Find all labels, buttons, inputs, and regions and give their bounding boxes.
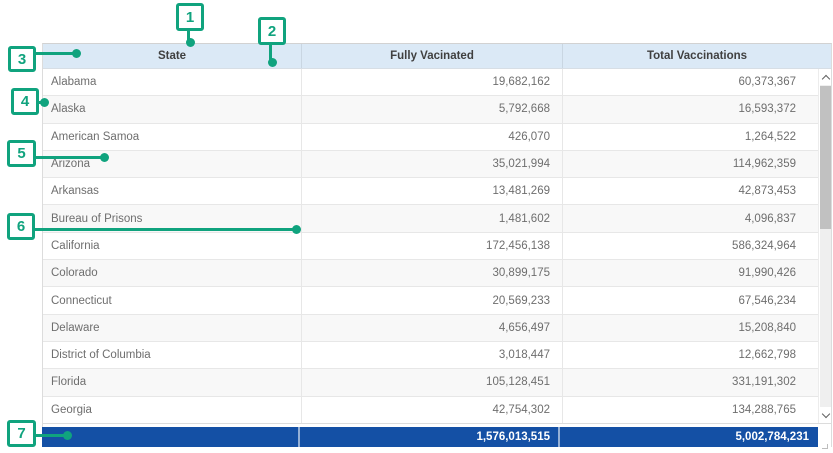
total-vaccinations-cell: 12,662,798 [738, 349, 796, 362]
vertical-scrollbar[interactable] [818, 69, 831, 423]
table-row[interactable]: Colorado 30,899,175 91,990,426 [43, 260, 831, 288]
column-header-fully-vaccinated[interactable]: Fully Vacinated [302, 44, 563, 68]
callout-6-dot [292, 225, 301, 234]
fully-vaccinated-cell: 42,754,302 [302, 396, 563, 423]
fully-vaccinated-cell: 5,792,668 [302, 96, 563, 123]
state-cell: Arizona [43, 150, 302, 178]
chevron-up-icon [821, 74, 830, 83]
summary-total-row: 1,576,013,515 5,002,784,231 [42, 427, 818, 447]
table-header-row: State Fully Vacinated Total Vaccinations [43, 44, 831, 69]
total-vaccinations-cell: 60,373,367 [738, 76, 796, 89]
table-body: Alabama 19,682,162 60,373,367 Alaska 5,7… [43, 69, 831, 424]
summary-state-cell [42, 427, 300, 447]
callout-5-connector [34, 156, 104, 159]
fully-vaccinated-cell: 105,128,451 [302, 369, 563, 396]
summary-total-vaccinations-total: 5,002,784,231 [735, 431, 809, 443]
total-vaccinations-cell: 67,546,234 [738, 294, 796, 307]
total-vaccinations-cell: 16,593,372 [738, 103, 796, 116]
scroll-up-button[interactable] [819, 69, 831, 85]
fully-vaccinated-cell: 1,481,602 [302, 205, 563, 232]
table-row[interactable]: Delaware 4,656,497 15,208,840 [43, 314, 831, 342]
total-vaccinations-cell: 15,208,840 [738, 321, 796, 334]
table-row[interactable]: Florida 105,128,451 331,191,302 [43, 369, 831, 397]
scroll-down-button[interactable] [819, 407, 831, 423]
callout-3-connector [34, 52, 76, 55]
fully-vaccinated-cell: 30,899,175 [302, 260, 563, 287]
fully-vaccinated-cell: 3,018,447 [302, 341, 563, 369]
state-cell: Delaware [43, 314, 302, 341]
callout-marker-3: 3 [8, 46, 36, 72]
callout-3-dot [72, 49, 81, 58]
chevron-down-icon [821, 409, 830, 418]
total-vaccinations-cell: 1,264,522 [744, 130, 796, 143]
total-vaccinations-cell: 4,096,837 [744, 212, 796, 225]
callout-marker-6: 6 [7, 213, 35, 240]
table-row[interactable]: Arizona 35,021,994 114,962,359 [43, 150, 831, 179]
fully-vaccinated-cell: 20,569,233 [302, 287, 563, 314]
fully-vaccinated-cell: 19,682,162 [302, 69, 563, 96]
vaccination-table: State Fully Vacinated Total Vaccinations… [42, 43, 832, 447]
total-vaccinations-cell: 586,324,964 [732, 239, 796, 252]
state-cell: Bureau of Prisons [43, 205, 302, 232]
fully-vaccinated-cell: 13,481,269 [302, 178, 563, 205]
total-vaccinations-cell: 42,873,453 [738, 185, 796, 198]
total-vaccinations-cell: 91,990,426 [738, 267, 796, 280]
total-vaccinations-cell: 331,191,302 [732, 376, 796, 389]
state-cell: Alaska [43, 96, 302, 123]
fully-vaccinated-cell: 172,456,138 [302, 232, 563, 260]
table-row[interactable]: American Samoa 426,070 1,264,522 [43, 123, 831, 151]
table-row[interactable]: Georgia 42,754,302 134,288,765 [43, 396, 831, 423]
state-cell: Alabama [43, 69, 302, 96]
fully-vaccinated-cell: 35,021,994 [302, 150, 563, 178]
callout-7-connector [34, 434, 68, 437]
callout-2-dot [268, 58, 277, 67]
callout-1-dot [186, 38, 195, 47]
total-vaccinations-cell: 134,288,765 [732, 403, 796, 416]
table-row[interactable]: Connecticut 20,569,233 67,546,234 [43, 287, 831, 315]
scrollbar-thumb[interactable] [820, 86, 831, 229]
callout-marker-2: 2 [258, 17, 286, 45]
column-header-state[interactable]: State [43, 44, 302, 68]
state-cell: Georgia [43, 396, 302, 423]
state-cell: District of Columbia [43, 341, 302, 369]
table-row[interactable]: Arkansas 13,481,269 42,873,453 [43, 178, 831, 206]
callout-marker-5: 5 [7, 140, 36, 167]
callout-6-connector [33, 228, 296, 231]
callout-5-dot [100, 153, 109, 162]
table-row[interactable]: District of Columbia 3,018,447 12,662,79… [43, 341, 831, 370]
callout-2-connector [269, 43, 272, 61]
state-cell: California [43, 232, 302, 260]
column-header-total-vaccinations[interactable]: Total Vaccinations [646, 50, 748, 62]
state-cell: American Samoa [43, 123, 302, 150]
scrollbar-track[interactable] [820, 85, 831, 407]
callout-marker-4: 4 [11, 88, 39, 115]
callout-4-dot [40, 98, 49, 107]
state-cell: Florida [43, 369, 302, 396]
fully-vaccinated-cell: 4,656,497 [302, 314, 563, 341]
table-row[interactable]: California 172,456,138 586,324,964 [43, 232, 831, 261]
table-row[interactable]: Alaska 5,792,668 16,593,372 [43, 96, 831, 124]
state-cell: Arkansas [43, 178, 302, 205]
callout-marker-1: 1 [176, 3, 204, 31]
callout-7-dot [63, 431, 72, 440]
summary-fully-vaccinated-total: 1,576,013,515 [300, 427, 560, 447]
callout-1-connector [187, 29, 190, 42]
fully-vaccinated-cell: 426,070 [302, 123, 563, 150]
state-cell: Colorado [43, 260, 302, 287]
total-vaccinations-cell: 114,962,359 [732, 158, 796, 171]
table-row[interactable]: Alabama 19,682,162 60,373,367 [43, 69, 831, 97]
resize-corner-icon [822, 444, 828, 449]
state-cell: Connecticut [43, 287, 302, 314]
callout-marker-7: 7 [7, 420, 36, 447]
